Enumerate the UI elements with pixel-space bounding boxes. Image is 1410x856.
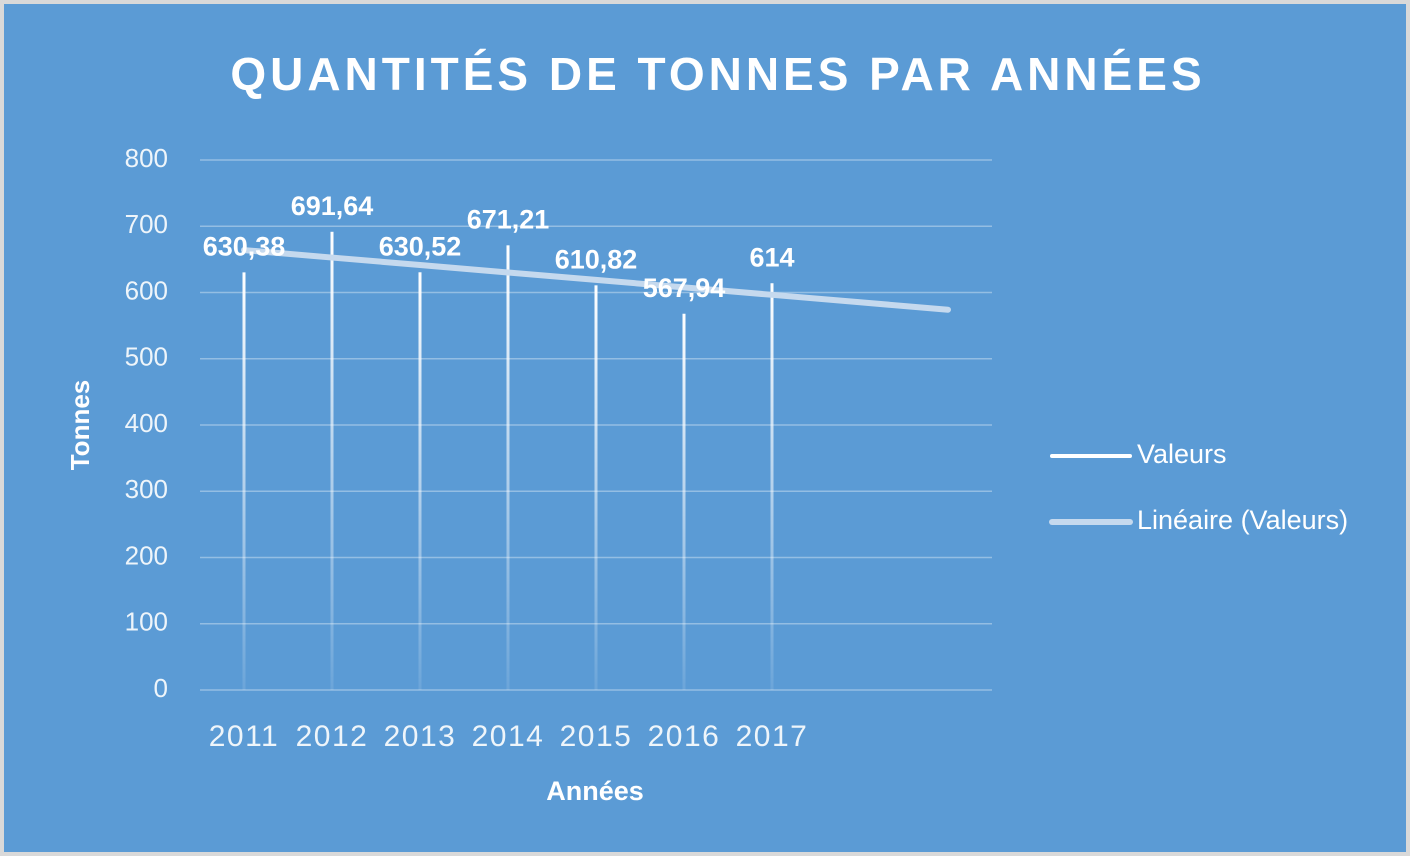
y-tick-label: 100 — [125, 607, 168, 637]
y-tick-label: 600 — [125, 275, 168, 305]
y-tick-label: 800 — [125, 143, 168, 173]
data-label: 567,94 — [643, 273, 726, 303]
chart-title: QUANTITÉS DE TONNES PAR ANNÉES — [230, 48, 1205, 100]
bar — [682, 313, 686, 690]
trend-line — [241, 247, 951, 313]
x-tick-label: 2017 — [736, 720, 809, 753]
x-tick-label: 2012 — [296, 720, 369, 753]
data-label: 671,21 — [467, 204, 550, 234]
data-label: 630,38 — [203, 231, 286, 261]
bar — [770, 283, 774, 690]
legend-label: Valeurs — [1137, 439, 1227, 469]
y-tick-label: 700 — [125, 209, 168, 239]
data-label: 691,64 — [291, 191, 374, 221]
bar — [506, 245, 510, 691]
x-tick-label: 2014 — [472, 720, 545, 753]
y-tick-label: 0 — [154, 673, 168, 703]
bar — [418, 272, 422, 690]
legend-label: Linéaire (Valeurs) — [1137, 505, 1348, 535]
bar — [330, 231, 334, 690]
y-tick-label: 300 — [125, 474, 168, 504]
x-tick-label: 2016 — [648, 720, 721, 753]
x-axis-label: Années — [546, 776, 644, 806]
x-tick-label: 2013 — [384, 720, 457, 753]
y-tick-label: 400 — [125, 408, 168, 438]
y-axis-label: Tonnes — [65, 380, 95, 471]
data-label: 630,52 — [379, 231, 462, 261]
data-label: 614 — [749, 242, 794, 272]
bar — [594, 285, 598, 690]
y-tick-label: 200 — [125, 540, 168, 570]
data-label: 610,82 — [555, 244, 638, 274]
x-tick-label: 2011 — [209, 720, 280, 753]
bar — [242, 272, 246, 690]
y-tick-label: 500 — [125, 342, 168, 372]
x-tick-label: 2015 — [560, 720, 633, 753]
